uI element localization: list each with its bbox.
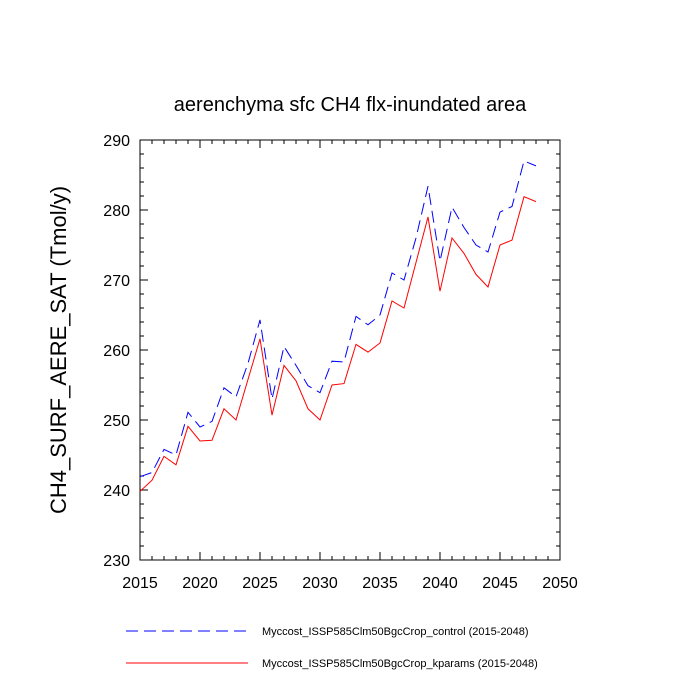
legend-label-0: Myccost_ISSP585Clm50BgcCrop_control (201… — [262, 626, 529, 638]
series-lines — [139, 160, 537, 492]
x-tick-label: 2030 — [302, 575, 338, 592]
y-tick-label: 240 — [103, 483, 130, 500]
x-tick-label: 2035 — [362, 575, 398, 592]
tick-labels: 2015 2020 2025 2030 2035 2040 2045 2050 230 240 25… — [103, 133, 578, 592]
y-tick-label: 280 — [103, 203, 130, 220]
y-tick-label: 250 — [103, 413, 130, 430]
chart-title: aerenchyma sfc CH4 flx-inundated area — [174, 94, 527, 116]
x-tick-label: 2015 — [122, 575, 158, 592]
legend-label-1: Myccost_ISSP585Clm50BgcCrop_kparams (201… — [262, 658, 538, 670]
y-tick-label: 270 — [103, 273, 130, 290]
y-tick-label: 290 — [103, 133, 130, 150]
axis-ticks — [139, 139, 561, 561]
x-tick-label: 2045 — [482, 575, 518, 592]
y-axis-label: CH4_SURF_AERE_SAT (Tmol/y) — [46, 186, 71, 514]
series-line-0 — [139, 160, 537, 478]
plot-frame — [139, 139, 561, 561]
x-tick-label: 2040 — [422, 575, 458, 592]
y-tick-label: 230 — [103, 553, 130, 570]
y-tick-label: 260 — [103, 343, 130, 360]
legend: Myccost_ISSP585Clm50BgcCrop_control (201… — [126, 626, 538, 670]
series-line-1 — [139, 196, 537, 492]
x-tick-label: 2020 — [182, 575, 218, 592]
x-tick-label: 2050 — [542, 575, 578, 592]
x-tick-label: 2025 — [242, 575, 278, 592]
